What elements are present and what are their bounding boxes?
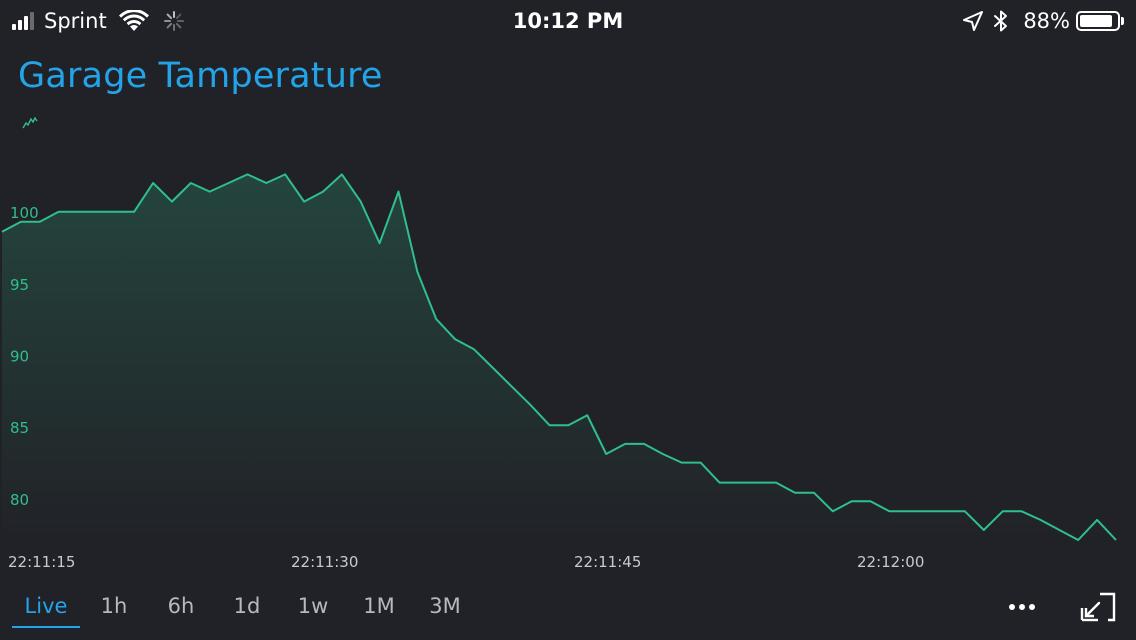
range-tab-1d[interactable]: 1d bbox=[233, 594, 261, 618]
dot bbox=[1009, 604, 1015, 610]
status-bar: Sprint 10:12 PM bbox=[0, 0, 1136, 42]
x-tick-label: 22:11:15 bbox=[8, 553, 75, 571]
bluetooth-icon bbox=[994, 10, 1008, 32]
range-tab-1w[interactable]: 1w bbox=[297, 594, 329, 618]
x-tick-label: 22:12:00 bbox=[857, 553, 924, 571]
y-tick-label: 100 bbox=[10, 204, 39, 222]
signal-bar bbox=[24, 16, 28, 30]
page-title: Garage Tamperature bbox=[18, 56, 383, 96]
wifi-icon bbox=[118, 10, 149, 31]
signal-bar bbox=[18, 20, 22, 30]
location-arrow-icon bbox=[963, 11, 984, 31]
signal-bar bbox=[30, 12, 34, 30]
signal-bar bbox=[12, 24, 16, 30]
dot bbox=[1029, 604, 1035, 610]
range-tab-live[interactable]: Live bbox=[12, 586, 80, 628]
series-points bbox=[1, 174, 1117, 541]
battery-body bbox=[1076, 11, 1120, 31]
activity-spinner-icon bbox=[163, 11, 184, 31]
battery-icon bbox=[1076, 10, 1126, 32]
range-tab-1h[interactable]: 1h bbox=[100, 594, 128, 618]
battery-level-fill bbox=[1080, 15, 1112, 27]
x-tick-label: 22:11:30 bbox=[291, 553, 358, 571]
range-tab-3m[interactable]: 3M bbox=[429, 594, 461, 618]
time-range-tabs: Live 1h 6h 1d 1w 1M 3M bbox=[12, 586, 478, 630]
range-tab-1m[interactable]: 1M bbox=[363, 594, 395, 618]
status-bar-left: Sprint bbox=[12, 6, 185, 36]
exit-fullscreen-icon[interactable] bbox=[1078, 590, 1118, 624]
range-tab-6h[interactable]: 6h bbox=[167, 594, 195, 618]
signal-bars-icon bbox=[12, 12, 36, 30]
battery-tip bbox=[1121, 17, 1124, 25]
series-line[interactable] bbox=[1, 173, 1117, 541]
series-area bbox=[2, 174, 1116, 540]
status-bar-time: 10:12 PM bbox=[512, 9, 624, 33]
carrier-name: Sprint bbox=[44, 9, 107, 33]
status-bar-right: 88% bbox=[963, 6, 1126, 36]
x-axis-ticks: 22:11:15 22:11:30 22:11:45 22:12:00 bbox=[8, 553, 924, 571]
battery-percent: 88% bbox=[1023, 9, 1070, 33]
dot bbox=[1019, 604, 1025, 610]
x-tick-label: 22:11:45 bbox=[574, 553, 641, 571]
more-dots-icon[interactable] bbox=[1000, 592, 1044, 622]
line-chart-icon[interactable] bbox=[22, 116, 38, 130]
